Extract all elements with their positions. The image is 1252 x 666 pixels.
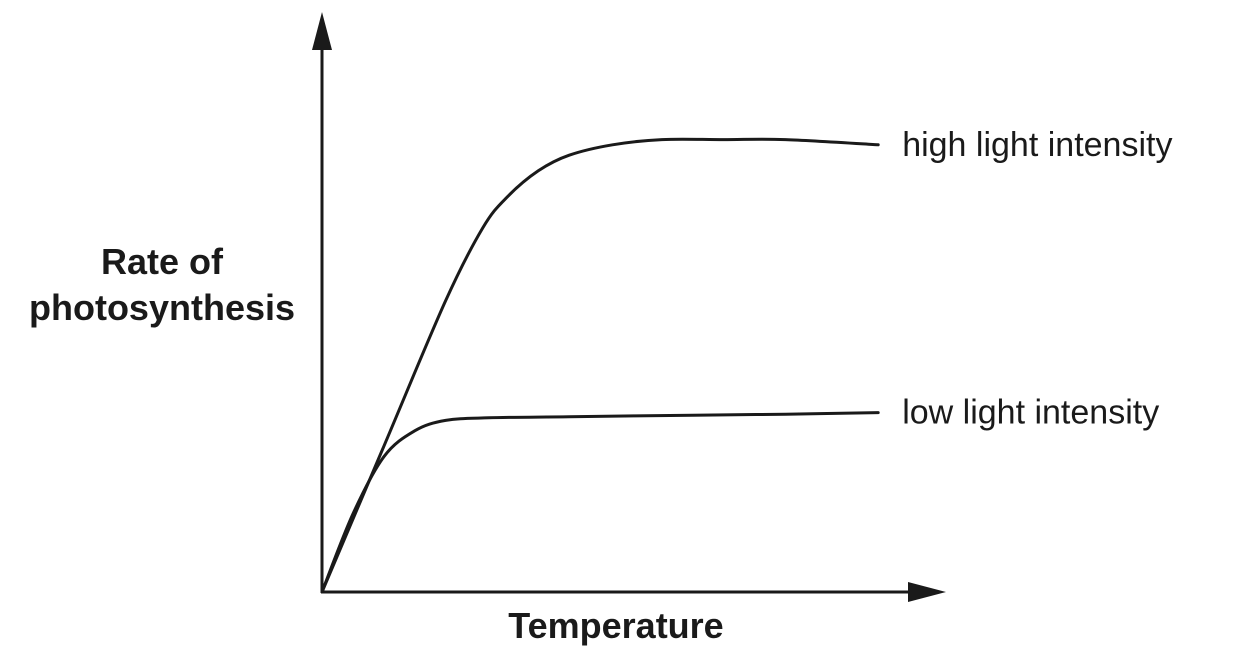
series-label-low-light: low light intensity (902, 394, 1159, 432)
series-label-high-light: high light intensity (902, 126, 1172, 164)
series-line-low-light (320, 411, 880, 594)
series-group (320, 137, 880, 594)
y-axis-arrow-icon (312, 12, 332, 50)
x-axis-label: Temperature (508, 605, 723, 646)
y-axis-label-line-1: Rate of (101, 241, 224, 282)
series-labels: high light intensity low light intensity (902, 126, 1172, 432)
x-axis-arrow-icon (908, 582, 946, 602)
series-line-high-light (320, 137, 880, 594)
y-axis-label-line-2: photosynthesis (29, 287, 295, 328)
